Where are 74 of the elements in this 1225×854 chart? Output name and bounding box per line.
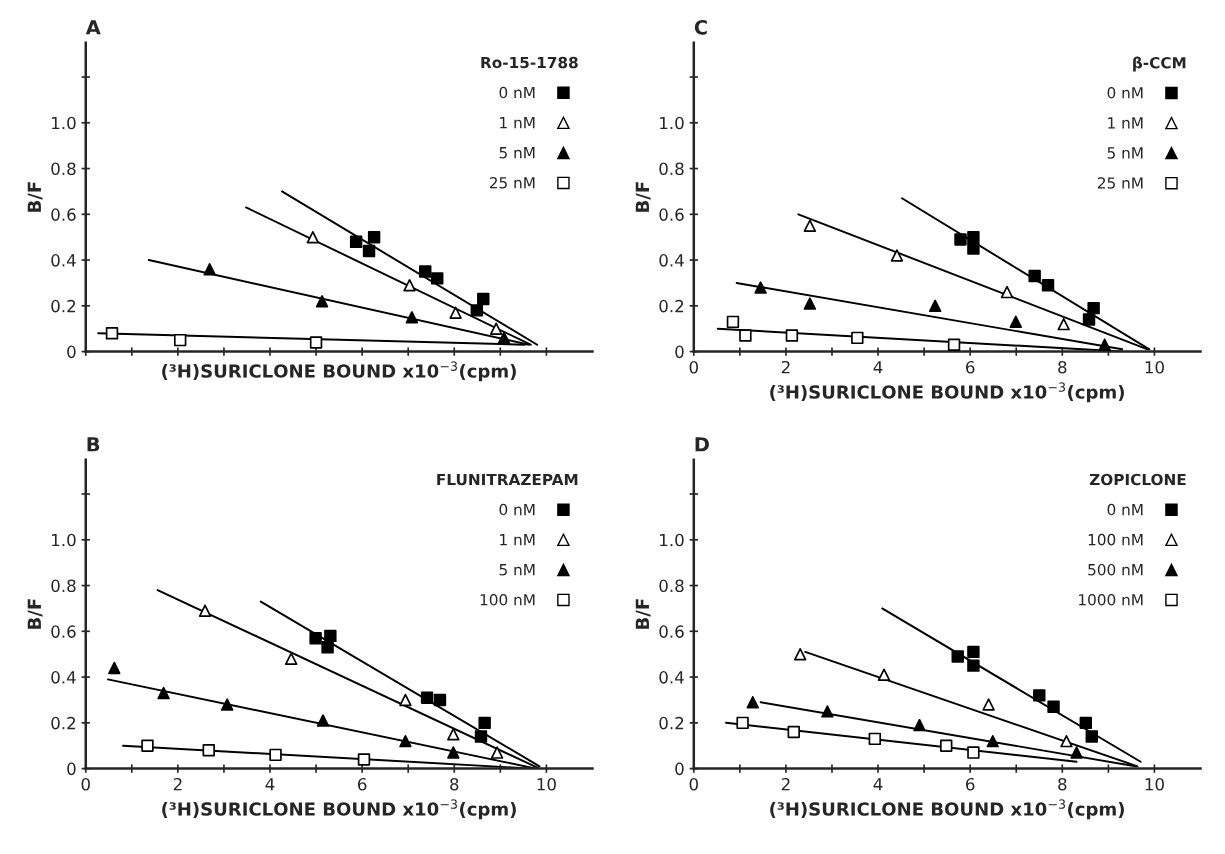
y-tick-label: 0.6 [659,208,684,221]
legend-label: 25 nM [489,176,535,189]
y-axis-title: B/F [27,182,43,212]
x-tick-label: 4 [873,778,883,791]
chart-title: D [695,437,709,452]
y-tick-label: 0.8 [51,579,76,593]
chart-title: C [694,19,707,35]
y-tick-label: 1.0 [52,533,76,547]
y-axis-title: B/F [635,182,651,212]
legend-title: β-CCM [1133,56,1186,72]
x-tick-label: 0 [689,360,698,374]
legend-label: 100 nM [1088,533,1143,546]
x-axis-title: (³H)SURICLONE BOUND x10$^{−3}$(cpm) [162,799,516,820]
x-tick-label: 4 [265,778,275,791]
legend-label: 0 nM [499,503,535,516]
x-tick-label: 8 [1058,360,1067,374]
legend-label: 0 nM [1107,503,1143,516]
y-tick-label: 0.2 [659,716,684,730]
x-tick-label: 6 [358,777,367,791]
x-axis-title: (³H)SURICLONE BOUND x10$^{−3}$(cpm) [770,799,1124,820]
chart-title: B [87,437,100,452]
legend-label: 0 nM [1107,86,1143,99]
legend-label: 5 nM [1107,147,1143,159]
y-tick-label: 0.8 [659,162,684,176]
legend-label: 500 nM [1088,563,1143,576]
y-tick-label: 0.4 [659,671,684,684]
chart-title: A [85,20,101,35]
legend-label: 100 nM [480,593,535,606]
x-tick-label: 6 [966,777,975,791]
x-tick-label: 10 [1145,777,1164,791]
x-axis-title: (³H)SURICLONE BOUND x10$^{−3}$(cpm) [162,361,516,382]
y-tick-label: 0.4 [659,254,684,267]
y-tick-label: 0 [67,345,76,359]
legend-label: 1 nM [500,117,535,129]
legend-label: 1000 nM [1079,593,1143,606]
y-tick-label: 1.0 [660,116,684,130]
y-tick-label: 1.0 [52,116,76,130]
x-tick-label: 10 [537,777,556,791]
x-axis-title: (³H)SURICLONE BOUND x10$^{−3}$(cpm) [770,382,1124,403]
y-axis-title: B/F [27,599,43,629]
x-tick-label: 2 [173,777,182,791]
y-tick-label: 0.2 [51,716,76,730]
x-tick-label: 6 [966,360,975,374]
legend-label: 1 nM [1108,117,1143,129]
legend-title: ZOPICLONE [1089,473,1186,486]
legend-label: 5 nM [499,564,535,576]
x-tick-label: 2 [781,360,790,374]
x-tick-label: 10 [1145,360,1164,374]
legend-label: 5 nM [499,147,535,159]
legend-label: 0 nM [499,86,535,99]
legend-title: FLUNITRAZEPAM [437,473,578,486]
y-tick-label: 0.2 [659,299,684,313]
x-tick-label: 2 [781,777,790,791]
y-tick-label: 0.6 [51,625,76,638]
y-tick-label: 1.0 [660,533,684,547]
y-tick-label: 0.2 [51,299,76,313]
y-tick-label: 0 [675,762,684,776]
y-tick-label: 0.6 [51,208,76,221]
y-tick-label: 0 [675,345,684,359]
x-tick-label: 4 [873,361,883,374]
legend-label: 25 nM [1097,177,1143,189]
x-tick-label: 8 [450,777,459,791]
y-tick-label: 0.4 [51,254,76,267]
legend-title: Ro-15-1788 [481,56,578,69]
y-axis-title: B/F [635,599,651,629]
y-tick-label: 0.8 [659,579,684,593]
x-tick-label: 0 [81,777,90,791]
y-tick-label: 0.4 [51,671,76,684]
y-tick-label: 0.6 [659,625,684,638]
x-tick-label: 8 [1058,777,1067,791]
legend-label: 1 nM [500,534,535,546]
x-tick-label: 0 [689,777,698,791]
y-tick-label: 0.8 [51,162,76,176]
y-tick-label: 0 [67,762,76,776]
